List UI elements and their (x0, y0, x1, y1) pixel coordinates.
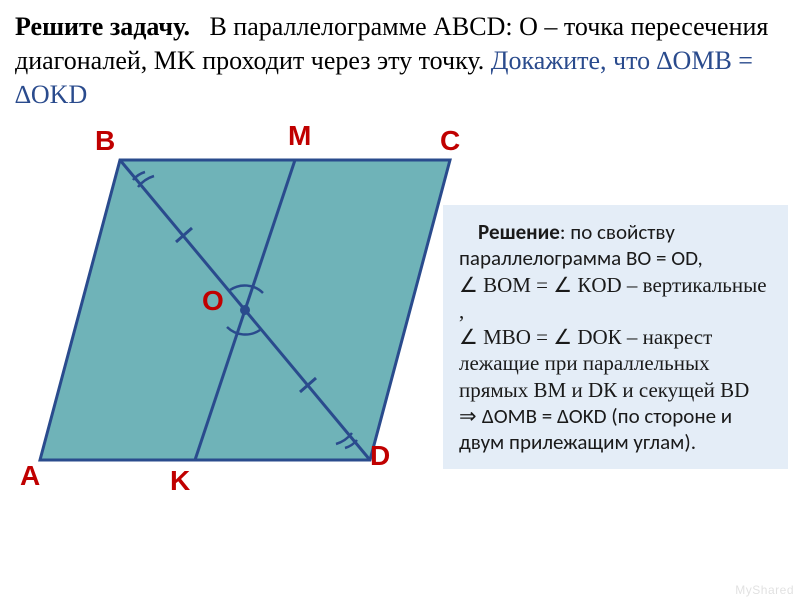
solution-box: Решение: по свойству параллелограмма BO … (443, 205, 788, 469)
solution-title: Решение (478, 219, 560, 245)
title-bold: Решите задачу. (15, 12, 190, 41)
label-d: D (370, 440, 390, 472)
problem-title: Решите задачу. В параллелограмме ABCD: O… (0, 0, 800, 111)
label-o: O (202, 285, 224, 317)
watermark: MyShared (735, 583, 794, 597)
label-a: A (20, 460, 40, 492)
solution-line3b: ΔОМВ = ΔOKD (по стороне и двум прилежащи… (459, 403, 732, 455)
label-k: K (170, 465, 190, 497)
label-c: C (440, 125, 460, 157)
parallelogram-svg (20, 130, 470, 530)
geometry-diagram: A B C D M K O (20, 130, 450, 530)
label-m: M (288, 120, 311, 152)
label-b: B (95, 125, 115, 157)
solution-line2: ∠ BOM = ∠ КOD – вертикальные , (459, 273, 767, 323)
point-o-dot (240, 305, 250, 315)
